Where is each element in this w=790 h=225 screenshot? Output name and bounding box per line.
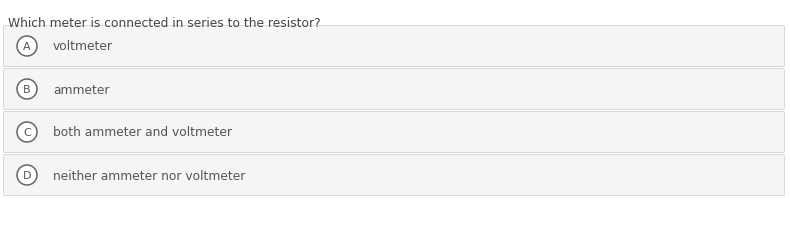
Text: B: B bbox=[23, 85, 31, 94]
Text: ammeter: ammeter bbox=[53, 83, 110, 96]
Ellipse shape bbox=[17, 122, 37, 142]
Text: both ammeter and voltmeter: both ammeter and voltmeter bbox=[53, 126, 232, 139]
Ellipse shape bbox=[17, 165, 37, 185]
FancyBboxPatch shape bbox=[3, 155, 784, 196]
Ellipse shape bbox=[17, 37, 37, 57]
Text: voltmeter: voltmeter bbox=[53, 40, 113, 53]
Text: C: C bbox=[23, 127, 31, 137]
Ellipse shape bbox=[17, 80, 37, 99]
Text: Which meter is connected in series to the resistor?: Which meter is connected in series to th… bbox=[8, 17, 321, 30]
Text: D: D bbox=[23, 170, 32, 180]
FancyBboxPatch shape bbox=[3, 69, 784, 110]
FancyBboxPatch shape bbox=[3, 112, 784, 153]
Text: A: A bbox=[23, 42, 31, 52]
Text: neither ammeter nor voltmeter: neither ammeter nor voltmeter bbox=[53, 169, 246, 182]
FancyBboxPatch shape bbox=[3, 26, 784, 67]
